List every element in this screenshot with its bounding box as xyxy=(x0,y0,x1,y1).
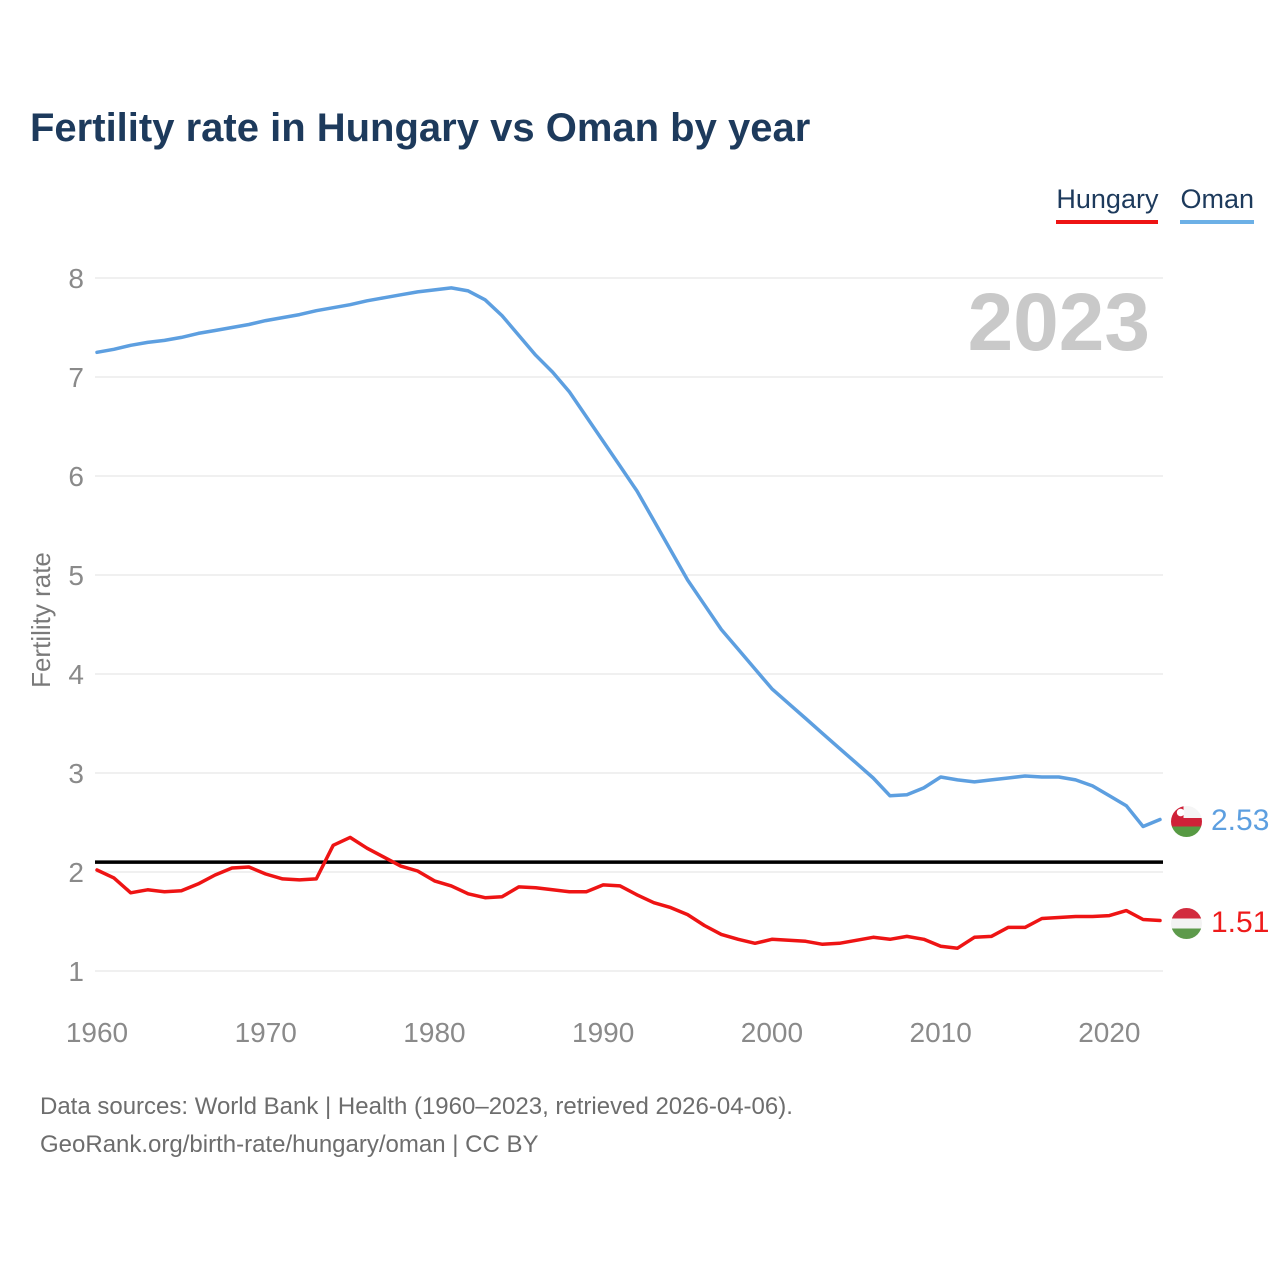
y-axis-title: Fertility rate xyxy=(26,552,56,688)
data-sources-line1: Data sources: World Bank | Health (1960–… xyxy=(40,1093,793,1120)
gridlines xyxy=(95,277,1163,972)
y-tick-label: 6 xyxy=(68,461,84,492)
legend-item-hungary[interactable]: Hungary xyxy=(1056,184,1159,224)
x-axis-tick-labels: 1960 1970 1980 1990 2000 2010 2020 xyxy=(66,1017,1141,1048)
y-tick-label: 4 xyxy=(68,659,84,690)
y-tick-label: 2 xyxy=(68,857,84,888)
x-tick-label: 1970 xyxy=(235,1017,297,1048)
y-tick-label: 8 xyxy=(68,263,84,294)
y-tick-label: 7 xyxy=(68,362,84,393)
x-tick-label: 2010 xyxy=(910,1017,972,1048)
data-sources-line2[interactable]: GeoRank.org/birth-rate/hungary/oman | CC… xyxy=(40,1131,539,1158)
hungary-series-line xyxy=(95,835,1162,950)
x-tick-label: 2000 xyxy=(741,1017,803,1048)
x-tick-label: 1990 xyxy=(572,1017,634,1048)
legend-item-oman[interactable]: Oman xyxy=(1180,184,1254,224)
oman-end-value: 2.53 xyxy=(1211,804,1270,837)
page-title: Fertility rate in Hungary vs Oman by yea… xyxy=(30,106,811,150)
legend: Hungary Oman xyxy=(1056,184,1254,224)
y-tick-label: 5 xyxy=(68,560,84,591)
y-tick-label: 1 xyxy=(68,956,84,987)
x-tick-label: 2020 xyxy=(1078,1017,1140,1048)
y-tick-label: 3 xyxy=(68,758,84,789)
oman-flag-icon xyxy=(1171,805,1202,837)
x-tick-label: 1960 xyxy=(66,1017,128,1048)
hungary-flag-icon xyxy=(1171,907,1202,939)
y-axis-tick-labels: 1 2 3 4 5 6 7 8 xyxy=(68,263,84,987)
oman-series-line xyxy=(95,286,1162,829)
data-sources: Data sources: World Bank | Health (1960–… xyxy=(40,1088,793,1164)
hungary-end-label: 1.51 xyxy=(1171,906,1269,940)
year-watermark: 2023 xyxy=(968,277,1150,368)
oman-end-label: 2.53 xyxy=(1171,804,1269,838)
hungary-end-value: 1.51 xyxy=(1211,906,1270,939)
x-tick-label: 1980 xyxy=(403,1017,465,1048)
